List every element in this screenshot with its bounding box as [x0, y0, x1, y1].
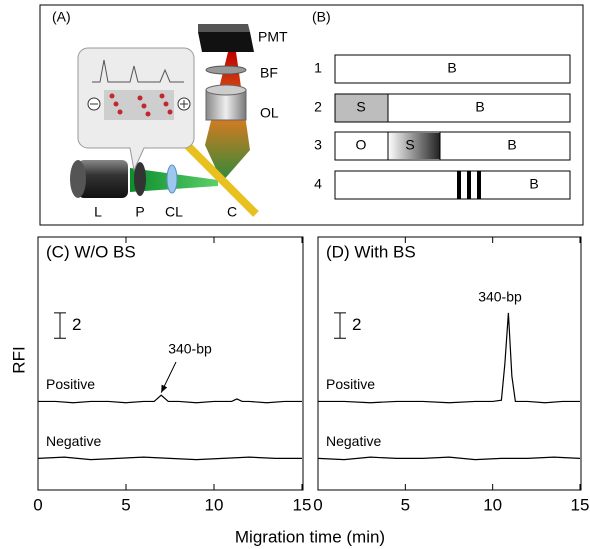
series-label: Positive [326, 376, 375, 392]
series-label: Positive [46, 376, 95, 392]
schematic-frame [39, 4, 584, 226]
band [457, 171, 461, 199]
dna-dots [109, 93, 173, 117]
panel-label: (B) [312, 9, 331, 25]
x-tick-label: 15 [293, 495, 312, 514]
trace [317, 456, 581, 461]
band [467, 171, 471, 199]
zone-label: O [356, 137, 367, 153]
scale-bar [334, 312, 346, 339]
zone-label: B [447, 60, 456, 76]
component-label: PMT [258, 29, 288, 45]
scale-bar-label: 2 [72, 315, 81, 334]
cylindrical-lens [166, 164, 178, 194]
row-number: 3 [314, 137, 322, 153]
x-tick-label: 15 [571, 495, 590, 514]
plot-frame [37, 236, 304, 491]
trace [318, 312, 580, 404]
objective-top [205, 84, 247, 96]
pmt [198, 32, 254, 52]
series-label: Negative [326, 433, 381, 449]
sample-zone [388, 133, 440, 159]
zone-label: B [475, 99, 484, 115]
x-axis-label: Migration time (min) [235, 527, 385, 546]
component-label: L [94, 204, 102, 220]
component-label: OL [260, 105, 279, 121]
capillary-row [334, 54, 571, 84]
component-label: CL [165, 204, 183, 220]
zone-label: S [356, 99, 365, 115]
annotation: 340-bp [478, 289, 522, 305]
callout-peaks [92, 59, 184, 83]
laser [78, 160, 128, 198]
zone-label: B [507, 137, 516, 153]
trace [37, 456, 302, 461]
annotation: 340-bp [168, 341, 212, 357]
chart-title: (C) W/O BS [46, 242, 136, 261]
x-tick-label: 0 [33, 495, 42, 514]
component-label: P [135, 204, 144, 220]
sample-zone [334, 93, 389, 123]
trace [38, 394, 302, 404]
zone-label: S [405, 137, 414, 153]
scale-bar [54, 312, 66, 339]
laser-end [70, 160, 86, 198]
component-label: BF [260, 65, 278, 81]
chart-title: (D) With BS [326, 242, 416, 261]
panel-label: (A) [52, 9, 71, 25]
y-axis-label: RFI [9, 346, 28, 373]
x-tick-label: 0 [313, 495, 322, 514]
zone-label: B [529, 176, 538, 192]
x-tick-label: 5 [401, 495, 410, 514]
plot-frame [317, 236, 582, 491]
plus-sign [180, 100, 188, 108]
series-label: Negative [46, 433, 101, 449]
x-tick-label: 10 [483, 495, 502, 514]
x-tick-label: 5 [121, 495, 130, 514]
x-tick-label: 10 [205, 495, 224, 514]
arrow-head [161, 384, 168, 393]
scale-bar-label: 2 [352, 315, 361, 334]
row-number: 1 [314, 60, 322, 76]
capillary-row [334, 170, 571, 200]
capillary [179, 137, 259, 217]
component-label: C [227, 204, 237, 220]
band [477, 171, 481, 199]
schematic [70, 24, 259, 217]
row-number: 2 [314, 99, 322, 115]
filter [205, 65, 247, 75]
row-number: 4 [314, 176, 322, 192]
zone-diagram [334, 54, 571, 200]
polarizer [134, 162, 146, 196]
pmt-top [198, 24, 250, 32]
capillary-row [334, 131, 571, 161]
